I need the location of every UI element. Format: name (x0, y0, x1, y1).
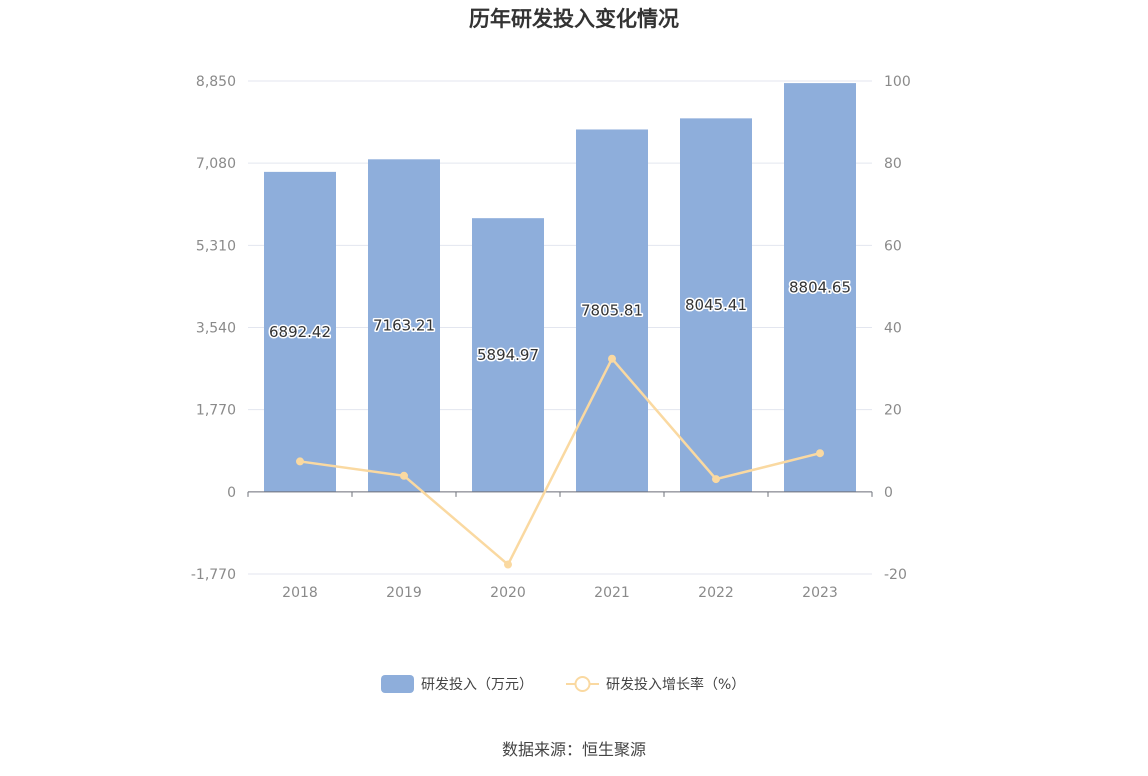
chart-title: 历年研发投入变化情况 (469, 7, 679, 31)
line-point[interactable] (816, 449, 824, 458)
legend-bar-label: 研发投入（万元） (421, 677, 533, 693)
source-note: 数据来源：恒生聚源 (502, 740, 646, 759)
x-tick-label: 2019 (386, 585, 422, 601)
left-tick-label: 8,850 (196, 74, 236, 90)
left-axis: 8,850 7,080 5,310 3,540 1,770 0 -1,770 (191, 74, 236, 583)
line-point[interactable] (712, 475, 720, 484)
x-axis: 2018 2019 2020 2021 2022 2023 (247, 491, 873, 601)
x-tick-label: 2018 (282, 585, 318, 601)
left-tick-label: 7,080 (196, 156, 236, 172)
left-tick-label: 5,310 (196, 238, 236, 254)
legend-bar-swatch (381, 675, 414, 693)
bar-data-label: 7163.21 (373, 317, 435, 335)
bar-data-label: 6892.42 (269, 323, 331, 341)
line-point[interactable] (296, 457, 304, 466)
bar[interactable] (680, 118, 752, 492)
bar[interactable] (368, 159, 440, 492)
bar-series (264, 83, 856, 492)
line-point[interactable] (400, 471, 408, 480)
right-tick-label: 100 (884, 74, 911, 90)
right-tick-label: 80 (884, 156, 902, 172)
x-tick-label: 2023 (802, 585, 838, 601)
right-tick-label: -20 (884, 567, 907, 583)
right-axis: 100 80 60 40 20 0 -20 (884, 74, 911, 583)
growth-line (299, 356, 821, 567)
legend-item-line[interactable]: 研发投入增长率（%） (566, 676, 745, 693)
bar[interactable] (264, 171, 336, 492)
line-series (296, 354, 824, 569)
bar[interactable] (784, 83, 856, 492)
bar-data-label: 8045.41 (685, 296, 747, 314)
bar[interactable] (472, 218, 544, 492)
left-tick-label: -1,770 (191, 567, 236, 583)
grid (248, 80, 872, 575)
line-point[interactable] (608, 354, 616, 363)
legend-line-marker (574, 676, 591, 692)
right-tick-label: 0 (884, 485, 893, 501)
data-labels: 6892.42 7163.21 5894.97 7805.81 8045.41 8804.… (267, 277, 852, 366)
x-tick-label: 2022 (698, 585, 734, 601)
x-tick-label: 2021 (594, 585, 630, 601)
legend-item-bar[interactable]: 研发投入（万元） (381, 675, 533, 693)
legend-line-label: 研发投入增长率（%） (606, 676, 745, 693)
line-point[interactable] (504, 560, 512, 569)
legend: 研发投入（万元） 研发投入增长率（%） (381, 675, 745, 693)
right-tick-label: 40 (884, 321, 902, 337)
bar-data-label: 8804.65 (789, 278, 851, 296)
right-tick-label: 20 (884, 403, 902, 419)
left-tick-label: 1,770 (196, 403, 236, 419)
x-tick-label: 2020 (490, 585, 526, 601)
right-tick-label: 60 (884, 238, 902, 254)
bar-data-label: 7805.81 (581, 302, 643, 320)
bar-data-label: 5894.97 (477, 346, 539, 364)
left-tick-label: 0 (227, 485, 236, 501)
left-tick-label: 3,540 (196, 321, 236, 337)
bar[interactable] (576, 129, 648, 492)
